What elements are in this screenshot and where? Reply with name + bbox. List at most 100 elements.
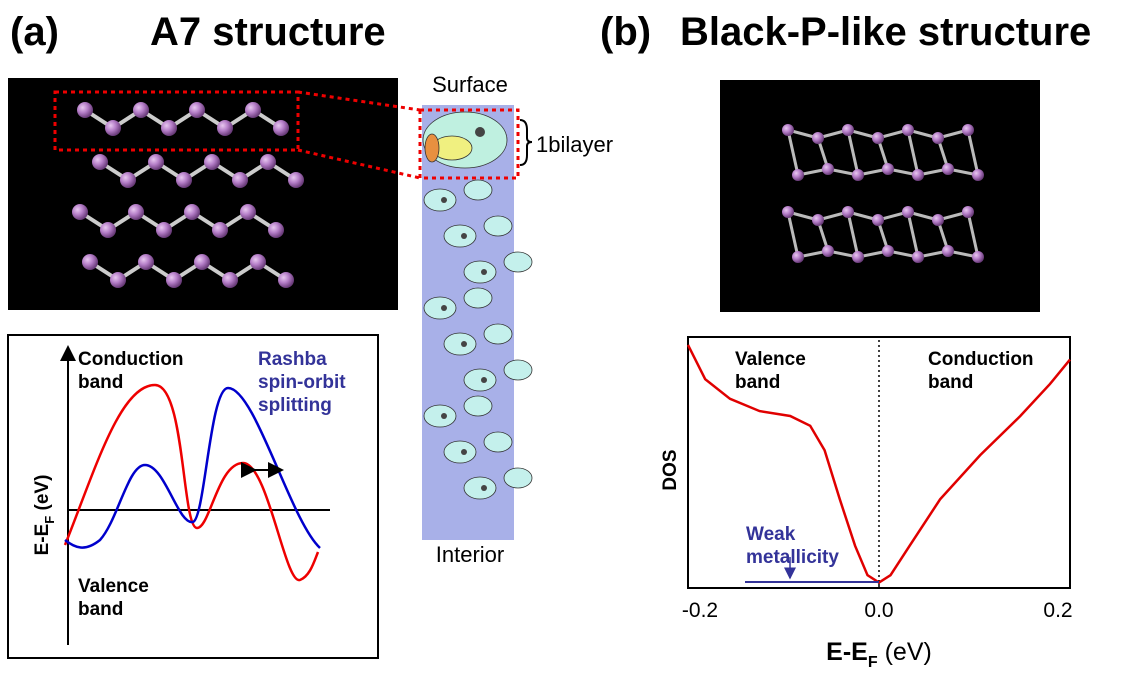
text-line: splitting bbox=[258, 395, 332, 416]
dos-chart: -0.20.00.2ValencebandConductionbandWeakm… bbox=[660, 337, 1073, 671]
text-line: band bbox=[78, 372, 123, 393]
atom bbox=[120, 172, 136, 188]
atom bbox=[962, 206, 974, 218]
atom bbox=[842, 124, 854, 136]
atom bbox=[273, 120, 289, 136]
atom bbox=[972, 251, 984, 263]
contour bbox=[504, 360, 532, 380]
atom bbox=[792, 251, 804, 263]
text-part: (eV) bbox=[32, 475, 53, 516]
contour bbox=[464, 369, 496, 391]
text-line: Rashba bbox=[258, 349, 327, 370]
contour bbox=[481, 269, 487, 275]
atom bbox=[882, 163, 894, 175]
atom bbox=[204, 154, 220, 170]
panel-label: (b) bbox=[600, 10, 651, 54]
text-line: band bbox=[78, 599, 123, 620]
text-part: E-E bbox=[826, 638, 868, 666]
contour bbox=[441, 197, 447, 203]
text-line: spin-orbit bbox=[258, 372, 346, 393]
text-line: Weak bbox=[746, 524, 796, 545]
atom bbox=[852, 169, 864, 181]
contour bbox=[444, 333, 476, 355]
contour bbox=[461, 449, 467, 455]
atom bbox=[245, 102, 261, 118]
atom bbox=[912, 169, 924, 181]
atom bbox=[148, 154, 164, 170]
contour bbox=[424, 405, 456, 427]
atom bbox=[822, 245, 834, 257]
atom bbox=[912, 251, 924, 263]
panel-title: A7 structure bbox=[150, 10, 386, 54]
atom bbox=[82, 254, 98, 270]
atom bbox=[184, 204, 200, 220]
contour bbox=[475, 127, 485, 137]
atom bbox=[882, 245, 894, 257]
atom bbox=[110, 272, 126, 288]
contour bbox=[461, 341, 467, 347]
atom bbox=[932, 214, 944, 226]
valence-label: Valenceband bbox=[735, 349, 806, 393]
contour bbox=[464, 477, 496, 499]
atom bbox=[268, 222, 284, 238]
atom bbox=[138, 254, 154, 270]
interior-label: Interior bbox=[436, 542, 504, 567]
atom bbox=[176, 172, 192, 188]
x-tick-label: 0.2 bbox=[1043, 599, 1072, 622]
atom bbox=[932, 132, 944, 144]
contour bbox=[461, 233, 467, 239]
atom bbox=[792, 169, 804, 181]
contour bbox=[484, 216, 512, 236]
atom bbox=[288, 172, 304, 188]
atom bbox=[194, 254, 210, 270]
text-line: band bbox=[928, 372, 973, 393]
text-part: E-E bbox=[32, 524, 53, 556]
text-part: F bbox=[42, 516, 57, 524]
atom bbox=[189, 102, 205, 118]
panel-title: Black-P-like structure bbox=[680, 10, 1091, 54]
atom bbox=[812, 132, 824, 144]
atom bbox=[852, 251, 864, 263]
x-axis-label: E-EF (eV) bbox=[826, 638, 932, 671]
atom bbox=[260, 154, 276, 170]
text-line: Valence bbox=[735, 349, 806, 370]
atom bbox=[222, 272, 238, 288]
contour bbox=[424, 297, 456, 319]
contour bbox=[424, 189, 456, 211]
panel-label: (a) bbox=[10, 10, 59, 54]
text-line: Conduction bbox=[928, 349, 1034, 370]
contour bbox=[464, 288, 492, 308]
text-line: Conduction bbox=[78, 349, 184, 370]
atom bbox=[161, 120, 177, 136]
atom bbox=[278, 272, 294, 288]
text-line: metallicity bbox=[746, 547, 839, 568]
contour bbox=[481, 485, 487, 491]
atom bbox=[822, 163, 834, 175]
contour bbox=[441, 413, 447, 419]
atom bbox=[972, 169, 984, 181]
text-part: (eV) bbox=[878, 638, 932, 666]
text-part: F bbox=[868, 654, 878, 671]
atom bbox=[250, 254, 266, 270]
atom bbox=[217, 120, 233, 136]
contour bbox=[464, 261, 496, 283]
bilayer-label: 1bilayer bbox=[536, 132, 613, 157]
atom bbox=[77, 102, 93, 118]
atom bbox=[812, 214, 824, 226]
charge-density-map bbox=[422, 105, 514, 540]
bracket bbox=[520, 120, 532, 165]
figure: (a) A7 structure (b) Black-P-like struct… bbox=[0, 0, 1124, 673]
contour bbox=[425, 134, 439, 162]
atom bbox=[902, 124, 914, 136]
atom bbox=[166, 272, 182, 288]
contour bbox=[504, 252, 532, 272]
atom bbox=[842, 206, 854, 218]
contour bbox=[484, 432, 512, 452]
contour bbox=[464, 180, 492, 200]
contour bbox=[464, 396, 492, 416]
atom bbox=[128, 204, 144, 220]
atom bbox=[105, 120, 121, 136]
atom bbox=[156, 222, 172, 238]
atom bbox=[942, 163, 954, 175]
x-tick-label: 0.0 bbox=[864, 599, 893, 622]
